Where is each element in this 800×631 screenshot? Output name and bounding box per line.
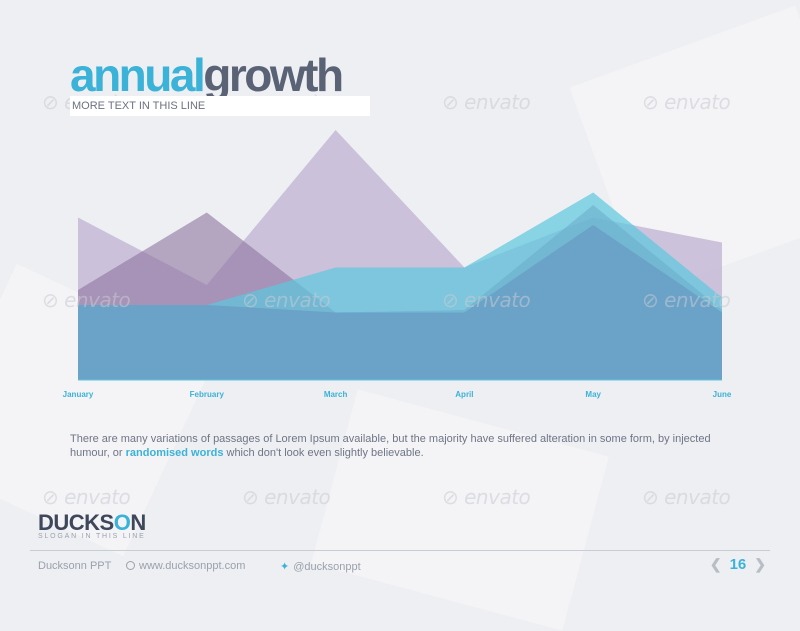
area-chart: January February March April May June (63, 130, 732, 399)
area-series-4 (78, 225, 722, 380)
logo-text-part3: N (130, 510, 146, 535)
watermark-icon: ⊘ envato (42, 288, 131, 312)
x-tick-label: April (455, 390, 473, 399)
description-after: which don't look even slightly believabl… (223, 447, 424, 459)
watermark-icon: ⊘ envato (642, 485, 731, 509)
brand-slogan: SLOGAN IN THIS LINE (38, 533, 146, 540)
footer-website[interactable]: www.ducksonppt.com (126, 560, 245, 572)
page-number: 16 (729, 556, 747, 573)
logo-text-part2: O (113, 510, 131, 535)
globe-icon (126, 561, 135, 570)
watermark-icon: ⊘ envato (442, 485, 531, 509)
x-tick-label: March (324, 390, 348, 399)
watermark-icon: ⊘ envato (42, 485, 131, 509)
watermark-icon: ⊘ envato (642, 90, 731, 114)
description-highlight: randomised words (125, 447, 224, 459)
footer-company: Ducksonn PPT (38, 560, 112, 572)
description-text: There are many variations of passages of… (70, 432, 740, 460)
footer-divider (30, 550, 770, 551)
x-tick-label: June (713, 390, 732, 399)
footer-twitter[interactable]: ✦ @ducksonppt (280, 560, 361, 573)
watermark-icon: ⊘ envato (442, 288, 531, 312)
chevron-left-icon[interactable]: ❮ (709, 556, 722, 572)
watermark-icon: ⊘ envato (442, 90, 531, 114)
title-part-annual: annual (70, 49, 206, 101)
x-tick-label: February (190, 390, 225, 399)
x-tick-label: January (63, 390, 94, 399)
page-subtitle: MORE TEXT IN THIS LINE (70, 96, 370, 116)
x-tick-label: May (585, 390, 601, 399)
watermark-icon: ⊘ envato (242, 288, 331, 312)
watermark-icon: ⊘ envato (642, 288, 731, 312)
logo-text-part1: DUCKS (38, 510, 114, 535)
watermark-icon: ⊘ envato (242, 485, 331, 509)
title-part-growth: growth (203, 49, 344, 101)
brand-logo: DUCKSON (38, 510, 146, 536)
page-title: annualgrowth (70, 49, 344, 101)
description-before: There are many variations of passages of… (70, 433, 711, 459)
pager: ❮ 16 ❯ (710, 556, 766, 573)
background-shape (311, 389, 609, 631)
twitter-icon: ✦ (280, 561, 290, 573)
footer-website-text: www.ducksonppt.com (139, 560, 246, 572)
chevron-right-icon[interactable]: ❯ (754, 556, 766, 572)
footer-twitter-text: @ducksonppt (293, 561, 361, 573)
